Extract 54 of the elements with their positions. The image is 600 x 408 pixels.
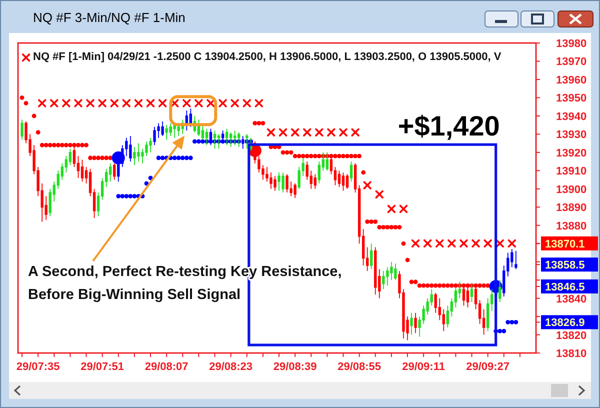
y-tick-label: 13940 [556,110,587,123]
x-tick-label: 29/09:27 [466,361,510,373]
candlestick [113,162,116,180]
x-tick-label: 29/08:55 [338,361,382,373]
candlestick [394,263,397,281]
candlestick [165,124,168,140]
y-tick-label: 13950 [556,92,587,105]
candlestick [278,172,280,192]
candlestick [173,124,176,138]
chart-title: NQ #F 3-Min/NQ #F 1-Min [33,10,186,25]
x-tick-label: 29/08:23 [209,361,253,373]
y-tick-label: 13960 [556,74,587,86]
y-tick-label: 13820 [556,330,587,342]
y-tick-label: 13980 [556,38,587,50]
candlestick [314,174,316,190]
x-tick-label: 29/08:07 [144,361,188,373]
candlestick [286,174,288,193]
candlestick [133,146,136,166]
candlestick [382,270,385,290]
candlestick [129,136,132,162]
x-tick-label: 29/08:39 [273,361,317,373]
y-tick-label: 13846.5 [545,281,585,294]
candlestick [282,172,284,193]
x-tick-label: 29/07:35 [16,361,60,373]
candlestick [274,176,276,192]
annotation: +$1,420 [398,110,500,142]
y-tick-label: 13870.1 [545,238,585,250]
candlestick [169,122,172,136]
y-tick-label: 13858.5 [545,260,585,272]
text: NQ #F [1-Min] 04/29/21 -1.2500 C 13904.2500, H 13906.5000, L 13903.2500, O 13905.5000, V [33,51,502,63]
y-tick-label: 13880 [556,220,587,232]
y-tick-label: 13930 [556,129,587,142]
x-tick-label: 29/09:11 [402,361,445,373]
candlestick [161,120,164,136]
candlestick [153,126,156,146]
candlestick [514,250,518,270]
candlestick [410,312,413,336]
candlestick [149,137,152,153]
x-tick-label: 29/07:51 [80,361,124,373]
y-tick-label: 13826.9 [545,317,585,330]
candlestick [20,119,24,140]
candlestick [137,142,140,162]
y-tick-label: 13910 [556,166,587,178]
candlestick [294,182,296,198]
y-tick-label: 13810 [556,348,587,360]
y-tick-label: 13970 [556,56,587,68]
y-tick-label: 13890 [556,202,587,214]
candlestick [370,243,373,270]
y-tick-label: 13900 [556,184,587,196]
candlestick [498,280,502,302]
y-tick-label: 13920 [556,147,587,160]
candlestick [414,312,417,334]
candlestick [185,110,188,131]
y-tick-label: 13840 [556,293,587,306]
